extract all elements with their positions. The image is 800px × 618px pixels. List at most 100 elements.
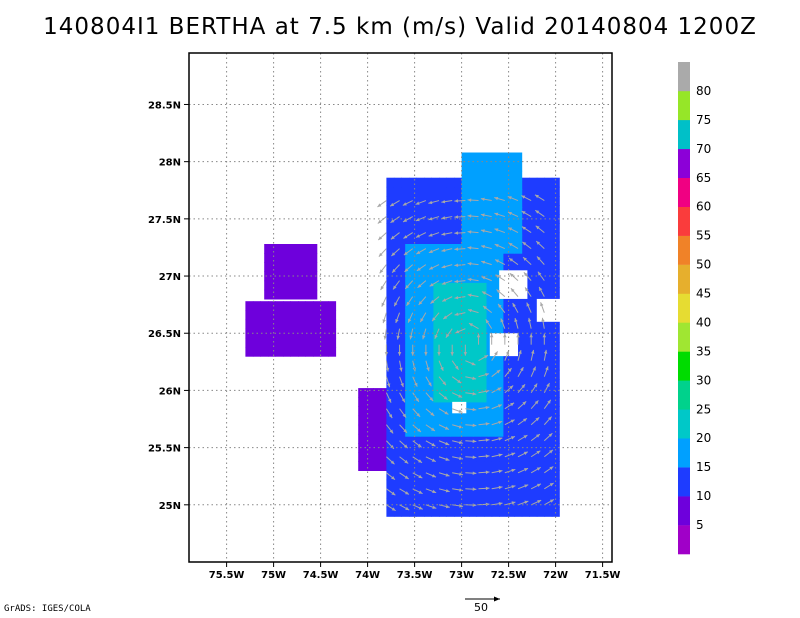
wind-cell [260, 328, 269, 339]
wind-cell [446, 479, 455, 490]
wind-cell [514, 234, 523, 245]
wind-arrow-head [472, 423, 477, 428]
wind-cell [442, 253, 451, 263]
wind-cell [491, 461, 500, 471]
wind-arrow-head [510, 436, 515, 440]
wind-cell [536, 241, 545, 252]
wind-cell [409, 196, 417, 206]
wind-cell [442, 262, 451, 272]
wind-cell [529, 241, 538, 252]
wind-cell [506, 397, 515, 407]
wind-cell [529, 177, 538, 188]
y-tick-label: 28N [159, 158, 181, 169]
wind-cell [491, 180, 500, 190]
wind-cell [495, 262, 504, 272]
wind-cell [471, 328, 479, 339]
wind-cell [536, 497, 545, 508]
y-tick-label: 26N [159, 386, 181, 397]
wind-arrow-head [468, 323, 473, 327]
wind-cell [386, 177, 395, 188]
wind-cell [448, 301, 457, 311]
wind-arrow-head [503, 333, 507, 338]
wind-cell [463, 337, 472, 348]
wind-arrow-head [508, 368, 512, 372]
wind-arrow-head [489, 333, 494, 338]
wind-arrow-head [394, 302, 398, 307]
wind-cell [506, 470, 515, 481]
wind-cell [506, 216, 515, 227]
wind-cell [551, 186, 560, 197]
wind-arrow-head [546, 383, 550, 388]
wind-cell [427, 427, 436, 437]
wind-cell [491, 488, 500, 499]
wind-cell [499, 161, 508, 172]
legend-swatch [678, 467, 690, 497]
wind-arrow-head [485, 405, 490, 410]
wind-arrow-head [428, 233, 433, 237]
wind-cell [476, 198, 485, 208]
wind-cell [514, 470, 523, 481]
wind-cell [412, 326, 421, 337]
wind-cell [245, 347, 254, 357]
wind-cell [544, 269, 553, 279]
wind-cell [313, 337, 322, 348]
wind-cell [271, 253, 280, 263]
wind-cell [373, 406, 382, 417]
wind-cell [514, 161, 523, 172]
x-tick-label: 75.5W [209, 570, 245, 581]
wind-arrow-head [442, 298, 447, 302]
wind-cell [536, 424, 545, 435]
wind-cell [551, 351, 560, 362]
wind-cell [506, 170, 515, 181]
wind-cell [412, 262, 421, 272]
wind-cell [476, 479, 485, 490]
wind-cell [446, 488, 455, 499]
wind-arrow-head [543, 349, 548, 354]
wind-cell [484, 207, 493, 218]
wind-cell [409, 497, 417, 508]
wind-cell [405, 280, 414, 291]
wind-cell [450, 244, 459, 254]
wind-arrow-head [405, 506, 410, 511]
wind-cell [431, 461, 440, 471]
wind-cell [521, 507, 530, 517]
wind-cell [514, 351, 523, 362]
wind-arrow-head [454, 231, 459, 235]
wind-cell [461, 170, 470, 181]
wind-arrow-head [521, 211, 526, 215]
wind-cell [461, 207, 470, 218]
wind-cell [393, 196, 402, 206]
wind-cell [440, 310, 449, 321]
wind-cell [529, 269, 538, 279]
wind-cell [409, 461, 417, 471]
wind-arrow-head [397, 352, 402, 356]
wind-cell [484, 198, 493, 208]
wind-cell [446, 177, 455, 188]
wind-cell [427, 271, 436, 282]
wind-cell [283, 301, 291, 311]
wind-cell [551, 397, 560, 407]
wind-cell [544, 488, 553, 499]
wind-cell [499, 180, 508, 190]
wind-cell [283, 347, 291, 357]
wind-cell [536, 260, 545, 270]
wind-arrow-head [537, 500, 542, 504]
wind-arrow-head [497, 387, 502, 391]
wind-arrow-head [417, 284, 422, 288]
wind-cell [536, 250, 545, 261]
wind-cell [279, 280, 288, 291]
wind-cell [521, 333, 530, 343]
wind-cell [358, 433, 367, 444]
wind-cell [264, 289, 273, 300]
wind-cell [401, 177, 410, 188]
wind-cell [487, 317, 496, 327]
wind-cell [529, 351, 538, 362]
wind-cell [536, 433, 545, 444]
wind-cell [435, 417, 444, 428]
wind-cell [484, 479, 493, 490]
wind-cell [499, 216, 508, 227]
wind-cell [544, 406, 553, 417]
wind-cell [471, 282, 479, 293]
wind-cell [551, 196, 560, 206]
wind-cell [290, 328, 299, 339]
